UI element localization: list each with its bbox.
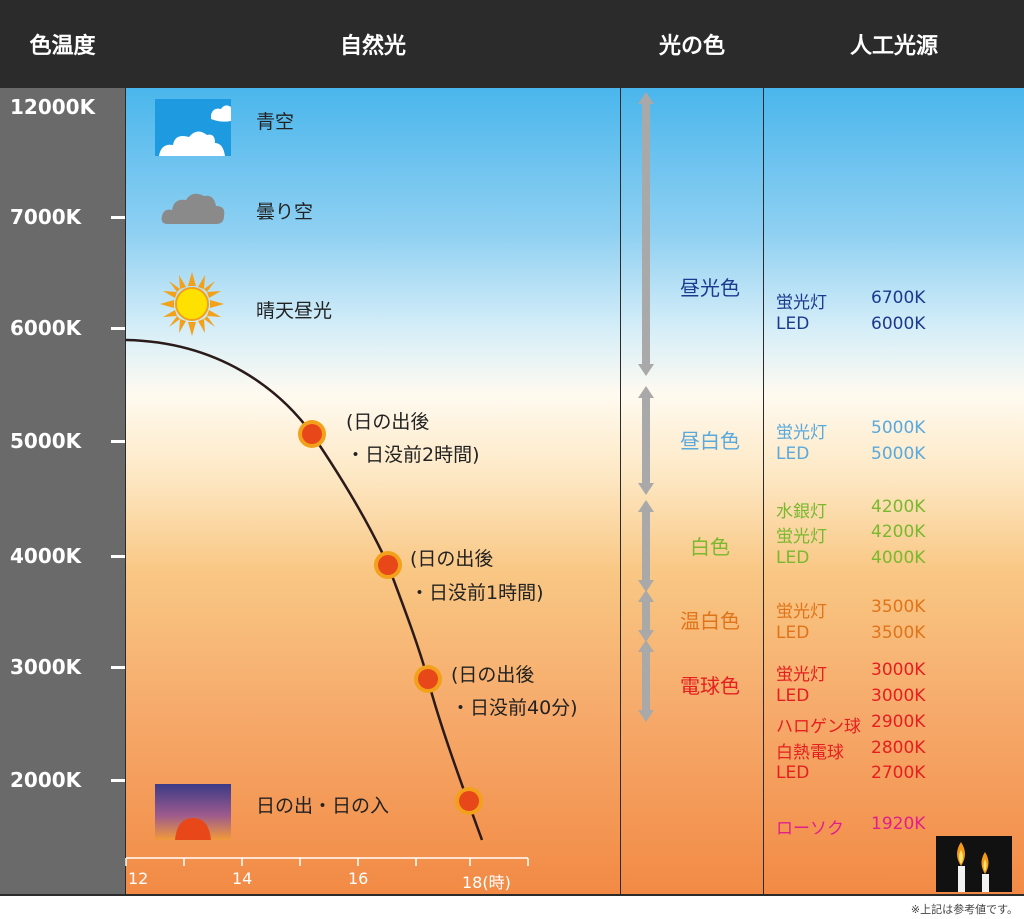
time-tick-18: 18(時) [462, 873, 511, 892]
artificial-source-value: 4200K [871, 522, 926, 542]
label-clear-daylight: 晴天昼光 [256, 300, 333, 322]
header-light-color: 光の色 [621, 0, 763, 88]
artificial-source-value: 6000K [871, 314, 926, 334]
artificial-source-name: 蛍光灯 [776, 527, 827, 547]
artificial-source-value: 3000K [871, 660, 926, 680]
artificial-source-value: 2800K [871, 738, 926, 758]
light-color-white: 白色 [690, 535, 730, 559]
artificial-source-value: 3500K [871, 623, 926, 643]
blue-sky-icon [155, 99, 231, 156]
artificial-source-name: LED [776, 623, 810, 643]
artificial-source-value: 5000K [871, 418, 926, 438]
time-tick-16: 16 [348, 869, 369, 888]
kelvin-tick [111, 779, 125, 782]
sky-gradient [125, 88, 1024, 894]
artificial-source-value: 6700K [871, 288, 926, 308]
sun-icon [160, 272, 224, 336]
artificial-source-value: 4000K [871, 548, 926, 568]
artificial-source-name: 蛍光灯 [776, 602, 827, 622]
kelvin-tick [111, 216, 125, 219]
kelvin-tick [111, 666, 125, 669]
light-color-daylight: 昼光色 [680, 276, 740, 300]
divider [763, 0, 764, 894]
header-artificial: 人工光源 [764, 0, 1024, 88]
kelvin-tick [111, 327, 125, 330]
artificial-source-value: 3500K [871, 597, 926, 617]
sunset-icon [155, 784, 231, 840]
light-color-arrows [638, 92, 654, 722]
sun-marker-icon [298, 420, 483, 815]
artificial-source-name: 白熱電球 [776, 743, 844, 763]
artificial-source-value: 4200K [871, 497, 926, 517]
artificial-source-value: 2700K [871, 763, 926, 783]
artificial-source-name: 蛍光灯 [776, 293, 827, 313]
kelvin-label: 7000K [10, 205, 82, 229]
artificial-source-name: LED [776, 314, 810, 334]
artificial-source-value: 1920K [871, 814, 926, 834]
label-sunrise-sunset: 日の出・日の入 [256, 795, 390, 817]
footnote: ※上記は参考値です。 [910, 903, 1018, 916]
bottom-border [0, 894, 1024, 896]
kelvin-tick [111, 440, 125, 443]
artificial-source-value: 2900K [871, 712, 926, 732]
label-after-2h-line2: ・日没前2時間) [346, 444, 480, 466]
kelvin-label: 12000K [10, 95, 96, 119]
artificial-source-name: ハロゲン球 [776, 717, 861, 737]
time-tick-12: 12 [128, 869, 149, 888]
label-after-1h-line2: ・日没前1時間) [410, 582, 544, 604]
light-color-neutral-white: 昼白色 [680, 429, 740, 453]
label-after-40m-line2: ・日没前40分) [451, 697, 578, 719]
artificial-source-name: 蛍光灯 [776, 423, 827, 443]
artificial-source-value: 5000K [871, 444, 926, 464]
time-tick-14: 14 [232, 869, 253, 888]
light-color-incandescent: 電球色 [680, 674, 740, 698]
divider [125, 0, 126, 894]
artificial-source-name: 水銀灯 [776, 502, 827, 522]
label-blue-sky: 青空 [256, 111, 295, 133]
temperature-column [0, 88, 125, 894]
label-after-2h-line1: (日の出後 [346, 411, 430, 433]
header-natural: 自然光 [126, 0, 620, 88]
light-color-warm-white: 温白色 [680, 609, 740, 633]
label-after-1h-line1: (日の出後 [410, 548, 494, 570]
label-after-40m-line1: (日の出後 [451, 664, 535, 686]
artificial-source-name: LED [776, 686, 810, 706]
label-cloudy-sky: 曇り空 [256, 201, 314, 223]
kelvin-tick [111, 555, 125, 558]
kelvin-label: 5000K [10, 429, 82, 453]
header-temp: 色温度 [0, 0, 125, 88]
artificial-source-value: 3000K [871, 686, 926, 706]
divider [620, 0, 621, 894]
artificial-source-name: LED [776, 548, 810, 568]
cloud-icon [161, 193, 225, 224]
artificial-source-name: 蛍光灯 [776, 665, 827, 685]
kelvin-label: 4000K [10, 544, 82, 568]
kelvin-label: 2000K [10, 768, 82, 792]
artificial-source-name: ローソク [776, 819, 844, 839]
artificial-source-name: LED [776, 444, 810, 464]
artificial-source-name: LED [776, 763, 810, 783]
kelvin-label: 3000K [10, 655, 82, 679]
candle-icon [936, 836, 1012, 892]
kelvin-label: 6000K [10, 316, 82, 340]
